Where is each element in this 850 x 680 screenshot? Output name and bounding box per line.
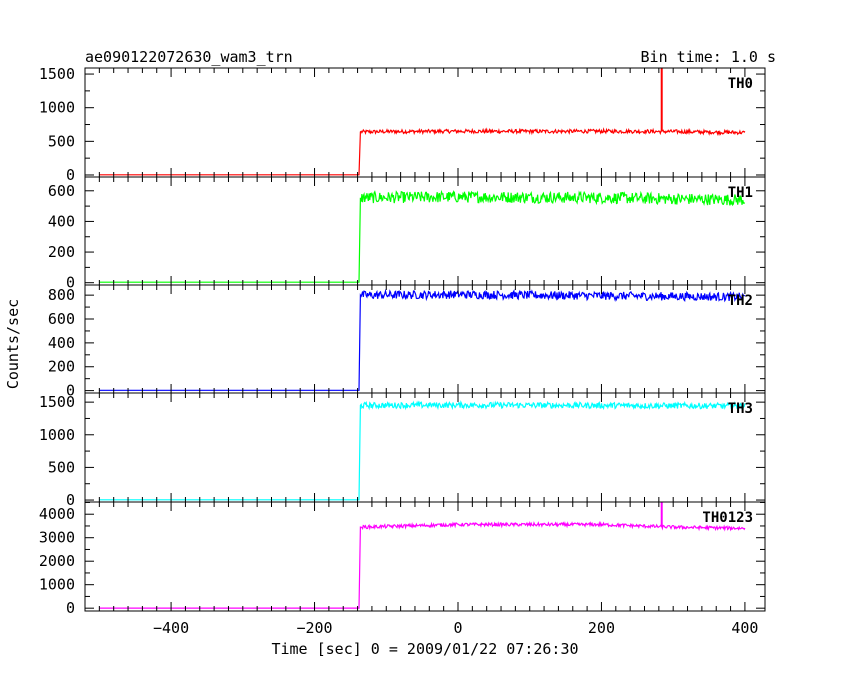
series-line-th0123 [99,520,746,609]
y-tick-label: 600 [48,310,75,328]
series-label-th0123: TH0123 [702,510,753,526]
y-tick-label: 0 [66,382,75,400]
y-tick-label: 500 [48,458,75,476]
panel-th1: 0 200 400 600 TH1 [48,176,766,292]
panel-frame [84,392,766,503]
panel-th2: 0 200 400 600 800 TH2 [48,284,766,400]
x-tick-label: 0 [453,619,462,637]
x-tick-label: 200 [588,619,615,637]
panel-frame [84,284,766,394]
y-tick-label: 400 [48,334,75,352]
y-tick-label: 500 [48,132,75,150]
y-tick-label: 200 [48,243,75,261]
y-tick-label: 1500 [39,65,75,83]
panel-frame [84,501,766,612]
bin-time-label: Bin time: 1.0 s [641,48,776,66]
panel-frame [84,67,766,178]
panel-th3: 0 500 1000 1500 TH3 [39,392,766,509]
panel-th0: 0 500 1000 1500 TH0 [39,65,766,184]
y-tick-label: 200 [48,358,75,376]
series-label-th0: TH0 [728,76,753,92]
y-tick-label: 0 [66,599,75,617]
x-tick-label: −200 [296,619,332,637]
y-axis-title: Counts/sec [4,299,22,389]
series-label-th3: TH3 [728,401,753,417]
y-tick-label: 2000 [39,552,75,570]
y-tick-label: 1500 [39,393,75,411]
y-tick-label: 1000 [39,576,75,594]
y-tick-label: 600 [48,182,75,200]
series-line-th2 [99,288,746,391]
series-line-th1 [99,189,746,283]
x-axis-title: Time [sec] 0 = 2009/01/22 07:26:30 [271,640,578,658]
panel-th0123: 0 1000 2000 3000 4000 TH0123 [39,501,766,617]
chart-title: ae090122072630_wam3_trn [85,48,293,66]
panels-group: 0 500 1000 1500 TH0 0 200 400 600 TH1 0 200 400 600 80… [39,65,766,637]
x-tick-label: 400 [731,619,758,637]
series-label-th2: TH2 [728,293,753,309]
series-label-th1: TH1 [728,185,753,201]
y-tick-label: 3000 [39,529,75,547]
series-line-th3 [99,400,746,501]
series-line-th0 [99,127,746,176]
y-tick-label: 400 [48,212,75,230]
x-tick-label: −400 [153,619,189,637]
y-tick-label: 0 [66,166,75,184]
y-tick-label: 1000 [39,99,75,117]
y-tick-label: 4000 [39,505,75,523]
y-tick-label: 0 [66,491,75,509]
y-tick-label: 1000 [39,426,75,444]
y-tick-label: 0 [66,274,75,292]
y-tick-label: 800 [48,286,75,304]
